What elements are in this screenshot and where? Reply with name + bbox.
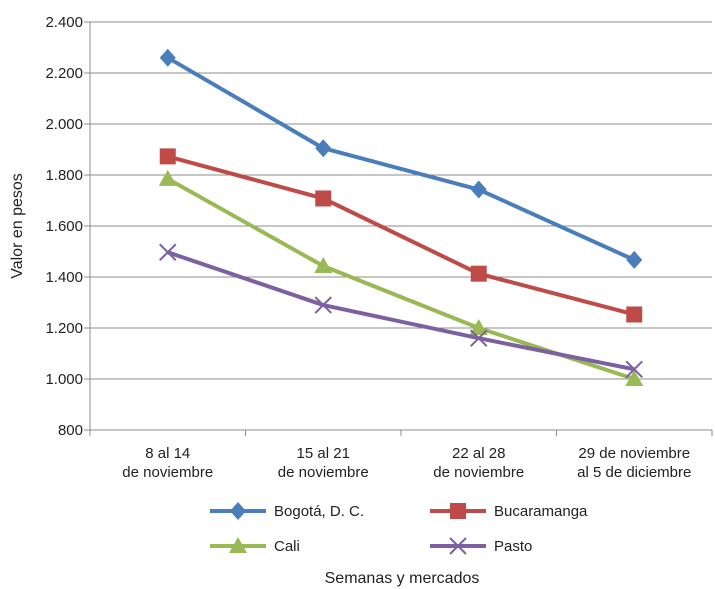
data-point <box>625 360 643 379</box>
x-tick-label: de noviembre <box>122 464 213 481</box>
x-tick-label: de noviembre <box>433 464 524 481</box>
y-tick-label: 2.400 <box>45 14 83 31</box>
data-point <box>470 265 487 282</box>
y-tick-label: 2.000 <box>45 116 83 133</box>
series-line <box>167 154 635 317</box>
legend: Bogotá, D. C. Bucaramanga Cali Pasto <box>210 502 588 555</box>
x-axis-title: Semanas y mercados <box>325 570 480 587</box>
x-tick-label: 15 al 21 <box>297 445 350 462</box>
data-point <box>230 502 246 520</box>
legend-label: Cali <box>274 538 300 555</box>
data-point <box>315 190 332 207</box>
series-line <box>166 177 635 381</box>
data-point <box>159 148 176 165</box>
y-tick-label: 800 <box>58 422 83 439</box>
axes <box>84 21 713 436</box>
legend-label: Bucaramanga <box>494 503 588 520</box>
data-point <box>450 503 466 519</box>
data-point <box>159 48 176 67</box>
data-point <box>314 296 332 314</box>
y-tick-label: 1.000 <box>45 371 83 388</box>
x-tick-label: 22 al 28 <box>452 445 505 462</box>
gridlines <box>90 21 712 431</box>
data-point <box>626 250 643 269</box>
y-tick-label: 1.200 <box>45 320 83 337</box>
x-tick-label: 8 al 14 <box>145 445 190 462</box>
legend-item: Cali <box>210 537 300 555</box>
data-point <box>469 319 488 335</box>
legend-item: Bucaramanga <box>430 503 588 520</box>
y-tick-label: 1.600 <box>45 218 83 235</box>
series <box>159 148 643 323</box>
data-point <box>470 329 488 347</box>
y-axis-title: Valor en pesos <box>9 173 26 279</box>
x-tick-labels: 8 al 14 de noviembre 15 al 21 de noviembre 2… <box>122 445 691 481</box>
legend-item: Bogotá, D. C. <box>210 502 364 520</box>
series-line <box>167 250 635 372</box>
series-line <box>166 55 636 262</box>
legend-label: Bogotá, D. C. <box>274 503 364 520</box>
x-tick-label: 29 de noviembre <box>578 445 690 462</box>
data-point <box>315 139 332 158</box>
x-tick-label: de noviembre <box>278 464 369 481</box>
data-point <box>626 306 643 323</box>
series <box>159 243 643 379</box>
series <box>159 48 643 269</box>
legend-item: Pasto <box>430 537 532 555</box>
data-point <box>314 257 333 274</box>
y-tick-label: 1.800 <box>45 167 83 184</box>
x-tick-label: al 5 de diciembre <box>577 464 691 481</box>
y-tick-label: 1.400 <box>45 269 83 286</box>
data-point <box>625 370 644 386</box>
data-point <box>470 180 487 199</box>
data-point <box>159 243 177 261</box>
series-lines <box>158 48 644 386</box>
data-point <box>158 169 177 186</box>
legend-label: Pasto <box>494 538 532 555</box>
y-tick-label: 2.200 <box>45 65 83 82</box>
y-tick-labels: 800 1.000 1.200 1.400 1.600 1.800 2.000 2.200 2.… <box>45 14 83 439</box>
series <box>158 169 644 386</box>
data-point <box>449 537 467 555</box>
data-point <box>229 537 247 553</box>
